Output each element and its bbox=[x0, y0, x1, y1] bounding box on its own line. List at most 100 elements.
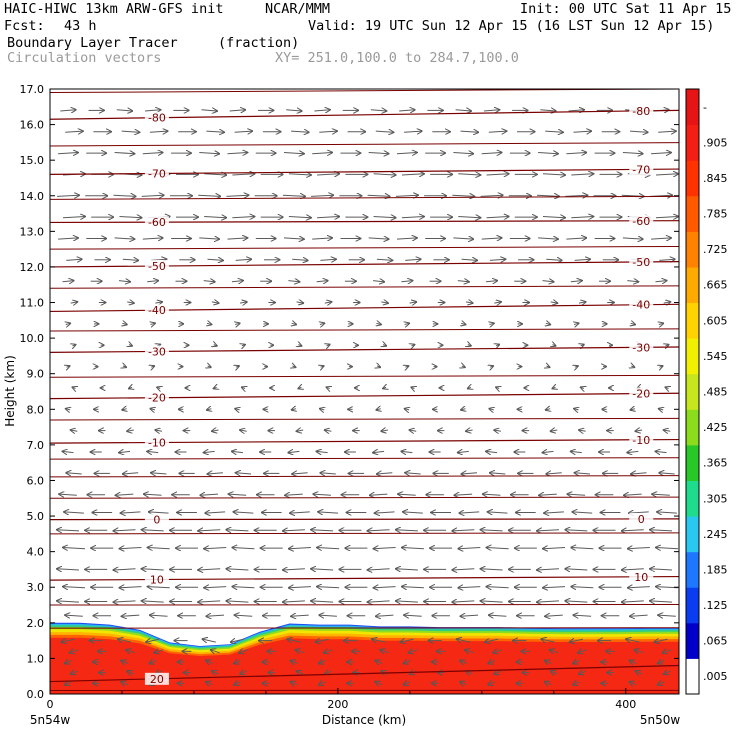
circulation-vector bbox=[405, 366, 408, 367]
circulation-vector bbox=[206, 131, 224, 132]
circulation-vector bbox=[121, 512, 141, 513]
circulation-vector bbox=[231, 639, 245, 642]
circulation-vector bbox=[121, 682, 129, 685]
circulation-vector bbox=[654, 639, 668, 642]
isotherm-label: 10 bbox=[150, 574, 164, 587]
circulation-vector bbox=[664, 430, 671, 431]
circulation-vector bbox=[149, 131, 168, 132]
circulation-vector bbox=[127, 671, 135, 674]
circulation-vector bbox=[570, 639, 584, 642]
y-tick-label: 8.0 bbox=[27, 403, 45, 416]
circulation-vector bbox=[232, 548, 255, 549]
circulation-vector bbox=[468, 345, 471, 346]
circulation-vector bbox=[375, 131, 394, 132]
circulation-vector bbox=[381, 302, 388, 303]
y-tick-label: 5.0 bbox=[27, 510, 45, 523]
circulation-vector bbox=[142, 238, 163, 239]
circulation-vector bbox=[380, 650, 390, 653]
forecast-label: Fcst: bbox=[4, 18, 45, 34]
circulation-vector bbox=[66, 473, 82, 474]
isotherm-line bbox=[50, 575, 679, 581]
circulation-vector bbox=[208, 473, 223, 474]
circulation-vector bbox=[381, 430, 388, 431]
circulation-vector bbox=[317, 548, 340, 549]
circulation-vector bbox=[317, 174, 339, 175]
circulation-vector bbox=[59, 494, 77, 495]
circulation-vector bbox=[488, 682, 496, 685]
circulation-vector bbox=[319, 661, 326, 664]
overlay-name: Circulation vectors bbox=[7, 50, 162, 66]
circulation-vector bbox=[452, 530, 475, 531]
circulation-vector bbox=[627, 451, 639, 452]
circulation-vector bbox=[402, 548, 424, 549]
circulation-vector bbox=[289, 587, 311, 588]
circulation-vector bbox=[658, 682, 665, 685]
circulation-vector bbox=[629, 131, 648, 132]
isotherm-label-bg bbox=[144, 304, 169, 317]
y-tick-label: 9.0 bbox=[27, 368, 45, 381]
circulation-vector bbox=[402, 587, 424, 588]
circulation-vector bbox=[404, 682, 411, 685]
colorbar-label: .425 bbox=[703, 421, 728, 434]
circulation-vector bbox=[483, 110, 499, 111]
circulation-vector bbox=[296, 650, 305, 653]
colorbar-swatch bbox=[686, 266, 699, 303]
circulation-vector bbox=[655, 174, 678, 175]
isotherm-label-bg bbox=[144, 111, 169, 124]
field-name: Boundary Layer Tracer bbox=[7, 35, 178, 51]
isotherm-label-bg bbox=[144, 672, 169, 685]
circulation-vector bbox=[234, 682, 241, 685]
circulation-vector bbox=[292, 259, 307, 260]
circulation-vector bbox=[283, 569, 305, 570]
y-tick-label: 1.0 bbox=[27, 652, 45, 665]
circulation-vector bbox=[204, 174, 226, 175]
circulation-vector bbox=[545, 661, 552, 664]
circulation-vector bbox=[486, 451, 498, 452]
colorbar-label: .485 bbox=[703, 386, 728, 399]
circulation-vector bbox=[118, 281, 130, 282]
y-tick-label: 3.0 bbox=[27, 581, 45, 594]
circulation-vector bbox=[481, 153, 502, 154]
circulation-vector bbox=[579, 671, 586, 674]
circulation-vector bbox=[622, 530, 644, 531]
circulation-vector bbox=[376, 323, 380, 324]
tracer-band-7 bbox=[50, 637, 679, 694]
circulation-vector bbox=[627, 281, 638, 282]
isotherm-label-bg bbox=[629, 512, 654, 525]
circulation-vector bbox=[65, 131, 83, 132]
circulation-vector bbox=[151, 409, 155, 410]
circulation-vector bbox=[288, 217, 311, 218]
y-tick-label: 15.0 bbox=[20, 154, 45, 167]
y-tick-label: 0.0 bbox=[27, 688, 45, 701]
colorbar-swatch bbox=[686, 124, 699, 161]
circulation-vector bbox=[292, 409, 296, 410]
circulation-vector bbox=[462, 366, 465, 367]
circulation-vector bbox=[288, 451, 300, 452]
circulation-vector bbox=[396, 601, 418, 602]
circulation-vector bbox=[373, 217, 396, 218]
circulation-vector bbox=[494, 430, 501, 431]
circulation-vector bbox=[297, 430, 304, 431]
colorbar-label: .065 bbox=[703, 635, 728, 648]
circulation-vector bbox=[114, 153, 135, 154]
circulation-vector bbox=[376, 259, 392, 260]
colorbar-label: .005 bbox=[703, 670, 728, 683]
circulation-vector bbox=[578, 302, 586, 303]
isotherm-label-bg bbox=[144, 391, 169, 404]
circulation-vector bbox=[401, 217, 424, 218]
circulation-vector bbox=[155, 430, 163, 431]
x-tick-label: 0 bbox=[47, 698, 54, 711]
circulation-vector bbox=[204, 217, 226, 218]
circulation-vector bbox=[207, 323, 211, 324]
isotherm-label: -30 bbox=[148, 345, 166, 358]
circulation-vector bbox=[147, 451, 159, 452]
circulation-vector bbox=[311, 530, 334, 531]
circulation-vector bbox=[581, 387, 584, 388]
colorbar-swatch bbox=[686, 231, 699, 268]
circulation-vector bbox=[312, 238, 332, 239]
circulation-vector bbox=[297, 671, 304, 674]
init-time: Init: 00 UTC Sat 11 Apr 15 bbox=[520, 1, 732, 17]
circulation-vector bbox=[235, 409, 239, 410]
x-axis-ticks: 0 200 400 bbox=[47, 688, 636, 711]
circulation-vector bbox=[73, 345, 76, 346]
